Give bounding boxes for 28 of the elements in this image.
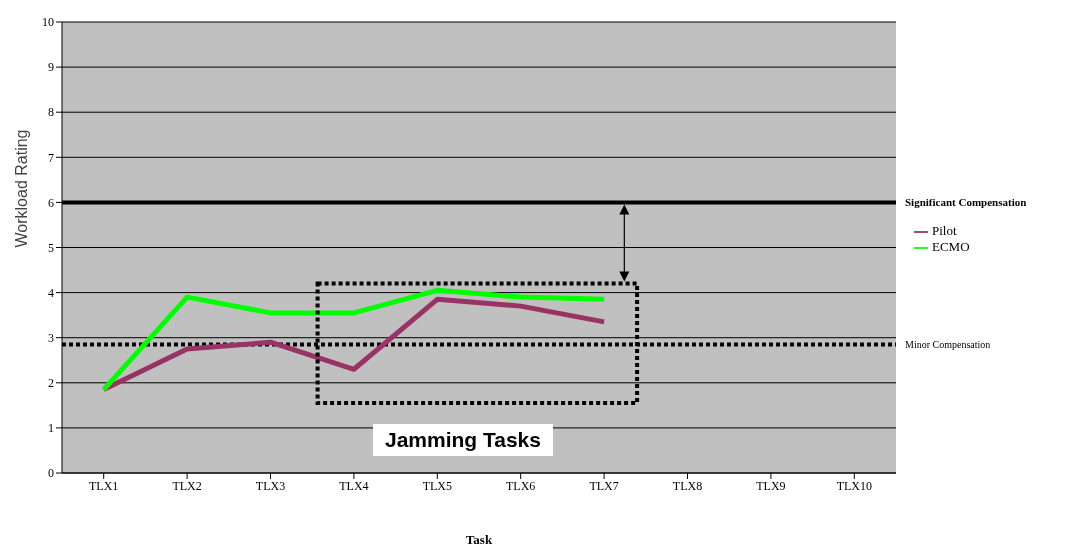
x-axis-title: Task: [465, 532, 493, 547]
y-tick-label: 10: [42, 15, 54, 30]
x-tick-label: TLX6: [506, 478, 536, 493]
y-axis-title: Workload Rating: [12, 129, 30, 248]
x-tick-label: TLX1: [89, 478, 119, 493]
y-tick-label: 0: [48, 466, 54, 481]
y-tick-label: 9: [48, 60, 54, 75]
y-tick-label: 8: [48, 105, 54, 120]
x-tick-label: TLX2: [172, 478, 202, 493]
legend-label: ECMO: [932, 239, 970, 255]
x-tick-label: TLX4: [339, 478, 369, 493]
y-tick-label: 2: [48, 376, 54, 391]
y-tick-label: 7: [48, 150, 54, 165]
y-tick-label: 6: [48, 195, 54, 210]
y-tick-label: 4: [48, 285, 54, 300]
x-tick-label: TLX9: [756, 478, 786, 493]
annotation: Jamming Tasks: [372, 423, 553, 456]
x-tick-label: TLX5: [422, 478, 452, 493]
x-tick-label: TLX8: [672, 478, 703, 493]
y-tick-label: 1: [48, 421, 54, 436]
y-tick-label: 3: [48, 330, 54, 345]
legend-label: Pilot: [932, 223, 957, 238]
ref-line-label: Significant Compensation: [905, 196, 1027, 209]
y-tick-label: 5: [48, 240, 54, 255]
x-tick-label: TLX7: [589, 478, 619, 493]
ref-line-label: Minor Compensation: [905, 339, 991, 351]
x-tick-label: TLX3: [255, 478, 286, 493]
x-tick-label: TLX10: [836, 478, 872, 493]
